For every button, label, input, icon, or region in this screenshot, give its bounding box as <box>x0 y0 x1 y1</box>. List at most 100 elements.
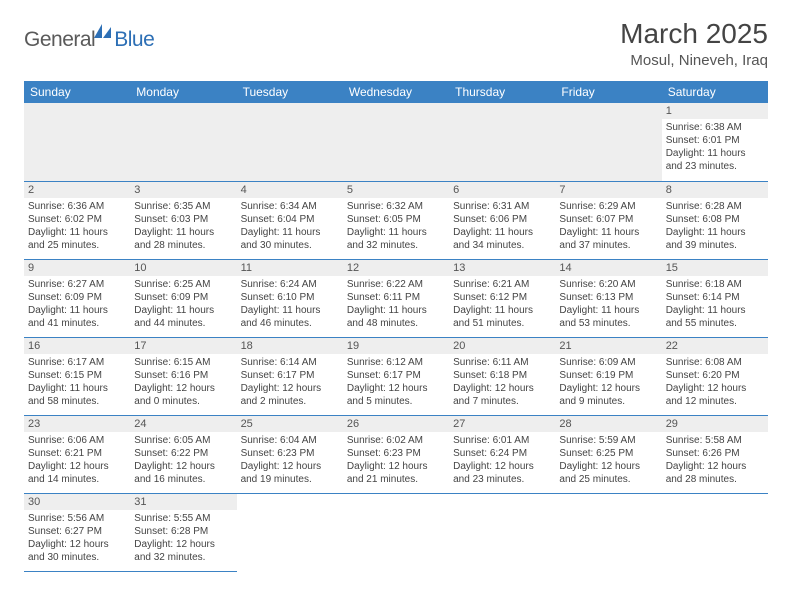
daylight-line: Daylight: 11 hours and 53 minutes. <box>559 304 657 330</box>
sunrise-line: Sunrise: 6:18 AM <box>666 278 764 291</box>
day-cell: 17Sunrise: 6:15 AMSunset: 6:16 PMDayligh… <box>130 337 236 415</box>
sunrise-line: Sunrise: 6:32 AM <box>347 200 445 213</box>
sunrise-line: Sunrise: 6:36 AM <box>28 200 126 213</box>
sunset-line: Sunset: 6:11 PM <box>347 291 445 304</box>
day-cell: 30Sunrise: 5:56 AMSunset: 6:27 PMDayligh… <box>24 493 130 571</box>
sunset-line: Sunset: 6:17 PM <box>241 369 339 382</box>
daylight-line: Daylight: 11 hours and 55 minutes. <box>666 304 764 330</box>
day-cell: 27Sunrise: 6:01 AMSunset: 6:24 PMDayligh… <box>449 415 555 493</box>
sunrise-line: Sunrise: 6:04 AM <box>241 434 339 447</box>
day-cell: 12Sunrise: 6:22 AMSunset: 6:11 PMDayligh… <box>343 259 449 337</box>
calendar-row: 1Sunrise: 6:38 AMSunset: 6:01 PMDaylight… <box>24 103 768 181</box>
day-number: 19 <box>343 338 449 354</box>
sunset-line: Sunset: 6:23 PM <box>347 447 445 460</box>
sail-icon <box>94 24 112 43</box>
sunset-line: Sunset: 6:09 PM <box>28 291 126 304</box>
day-number: 24 <box>130 416 236 432</box>
daylight-line: Daylight: 11 hours and 37 minutes. <box>559 226 657 252</box>
day-number: 2 <box>24 182 130 198</box>
day-number: 23 <box>24 416 130 432</box>
sunset-line: Sunset: 6:18 PM <box>453 369 551 382</box>
day-number: 4 <box>237 182 343 198</box>
day-cell: 10Sunrise: 6:25 AMSunset: 6:09 PMDayligh… <box>130 259 236 337</box>
sunrise-line: Sunrise: 6:35 AM <box>134 200 232 213</box>
sunrise-line: Sunrise: 6:06 AM <box>28 434 126 447</box>
empty-cell <box>130 103 236 181</box>
sunset-line: Sunset: 6:20 PM <box>666 369 764 382</box>
day-cell: 11Sunrise: 6:24 AMSunset: 6:10 PMDayligh… <box>237 259 343 337</box>
calendar-row: 23Sunrise: 6:06 AMSunset: 6:21 PMDayligh… <box>24 415 768 493</box>
day-details: Sunrise: 6:12 AMSunset: 6:17 PMDaylight:… <box>343 354 449 412</box>
empty-cell <box>24 103 130 181</box>
day-number: 5 <box>343 182 449 198</box>
day-details: Sunrise: 6:06 AMSunset: 6:21 PMDaylight:… <box>24 432 130 490</box>
day-details: Sunrise: 6:08 AMSunset: 6:20 PMDaylight:… <box>662 354 768 412</box>
day-details: Sunrise: 6:24 AMSunset: 6:10 PMDaylight:… <box>237 276 343 334</box>
day-number: 9 <box>24 260 130 276</box>
day-number: 6 <box>449 182 555 198</box>
sunrise-line: Sunrise: 5:58 AM <box>666 434 764 447</box>
daylight-line: Daylight: 12 hours and 12 minutes. <box>666 382 764 408</box>
daylight-line: Daylight: 12 hours and 23 minutes. <box>453 460 551 486</box>
sunrise-line: Sunrise: 6:01 AM <box>453 434 551 447</box>
sunrise-line: Sunrise: 6:38 AM <box>666 121 764 134</box>
day-number: 17 <box>130 338 236 354</box>
day-number: 31 <box>130 494 236 510</box>
day-number: 11 <box>237 260 343 276</box>
empty-cell <box>343 103 449 181</box>
daylight-line: Daylight: 12 hours and 2 minutes. <box>241 382 339 408</box>
daylight-line: Daylight: 12 hours and 28 minutes. <box>666 460 764 486</box>
day-number: 14 <box>555 260 661 276</box>
daylight-line: Daylight: 12 hours and 16 minutes. <box>134 460 232 486</box>
day-number: 15 <box>662 260 768 276</box>
daylight-line: Daylight: 12 hours and 0 minutes. <box>134 382 232 408</box>
day-cell: 5Sunrise: 6:32 AMSunset: 6:05 PMDaylight… <box>343 181 449 259</box>
day-details: Sunrise: 6:32 AMSunset: 6:05 PMDaylight:… <box>343 198 449 256</box>
day-details: Sunrise: 6:29 AMSunset: 6:07 PMDaylight:… <box>555 198 661 256</box>
empty-cell <box>662 493 768 571</box>
calendar-page: GeneralBlue March 2025 Mosul, Nineveh, I… <box>0 0 792 582</box>
day-details: Sunrise: 6:05 AMSunset: 6:22 PMDaylight:… <box>130 432 236 490</box>
day-details: Sunrise: 6:14 AMSunset: 6:17 PMDaylight:… <box>237 354 343 412</box>
weekday-header: Tuesday <box>237 81 343 103</box>
day-number: 13 <box>449 260 555 276</box>
sunset-line: Sunset: 6:01 PM <box>666 134 764 147</box>
day-cell: 31Sunrise: 5:55 AMSunset: 6:28 PMDayligh… <box>130 493 236 571</box>
day-number: 22 <box>662 338 768 354</box>
sunset-line: Sunset: 6:16 PM <box>134 369 232 382</box>
day-cell: 18Sunrise: 6:14 AMSunset: 6:17 PMDayligh… <box>237 337 343 415</box>
daylight-line: Daylight: 11 hours and 23 minutes. <box>666 147 764 173</box>
daylight-line: Daylight: 11 hours and 25 minutes. <box>28 226 126 252</box>
sunset-line: Sunset: 6:02 PM <box>28 213 126 226</box>
day-details: Sunrise: 6:28 AMSunset: 6:08 PMDaylight:… <box>662 198 768 256</box>
sunset-line: Sunset: 6:04 PM <box>241 213 339 226</box>
daylight-line: Daylight: 12 hours and 30 minutes. <box>28 538 126 564</box>
daylight-line: Daylight: 11 hours and 44 minutes. <box>134 304 232 330</box>
sunset-line: Sunset: 6:03 PM <box>134 213 232 226</box>
day-number: 29 <box>662 416 768 432</box>
sunrise-line: Sunrise: 6:34 AM <box>241 200 339 213</box>
day-details: Sunrise: 6:11 AMSunset: 6:18 PMDaylight:… <box>449 354 555 412</box>
daylight-line: Daylight: 11 hours and 39 minutes. <box>666 226 764 252</box>
day-details: Sunrise: 6:25 AMSunset: 6:09 PMDaylight:… <box>130 276 236 334</box>
empty-cell <box>237 103 343 181</box>
daylight-line: Daylight: 11 hours and 34 minutes. <box>453 226 551 252</box>
sunset-line: Sunset: 6:27 PM <box>28 525 126 538</box>
logo: GeneralBlue <box>24 24 154 55</box>
sunset-line: Sunset: 6:12 PM <box>453 291 551 304</box>
sunset-line: Sunset: 6:24 PM <box>453 447 551 460</box>
day-details: Sunrise: 6:27 AMSunset: 6:09 PMDaylight:… <box>24 276 130 334</box>
empty-cell <box>555 103 661 181</box>
day-details: Sunrise: 6:38 AMSunset: 6:01 PMDaylight:… <box>662 119 768 177</box>
day-details: Sunrise: 6:01 AMSunset: 6:24 PMDaylight:… <box>449 432 555 490</box>
calendar-header-row: SundayMondayTuesdayWednesdayThursdayFrid… <box>24 81 768 103</box>
sunrise-line: Sunrise: 5:59 AM <box>559 434 657 447</box>
day-details: Sunrise: 5:59 AMSunset: 6:25 PMDaylight:… <box>555 432 661 490</box>
empty-cell <box>343 493 449 571</box>
day-number: 20 <box>449 338 555 354</box>
day-cell: 3Sunrise: 6:35 AMSunset: 6:03 PMDaylight… <box>130 181 236 259</box>
day-details: Sunrise: 6:18 AMSunset: 6:14 PMDaylight:… <box>662 276 768 334</box>
day-cell: 20Sunrise: 6:11 AMSunset: 6:18 PMDayligh… <box>449 337 555 415</box>
sunset-line: Sunset: 6:15 PM <box>28 369 126 382</box>
sunset-line: Sunset: 6:07 PM <box>559 213 657 226</box>
